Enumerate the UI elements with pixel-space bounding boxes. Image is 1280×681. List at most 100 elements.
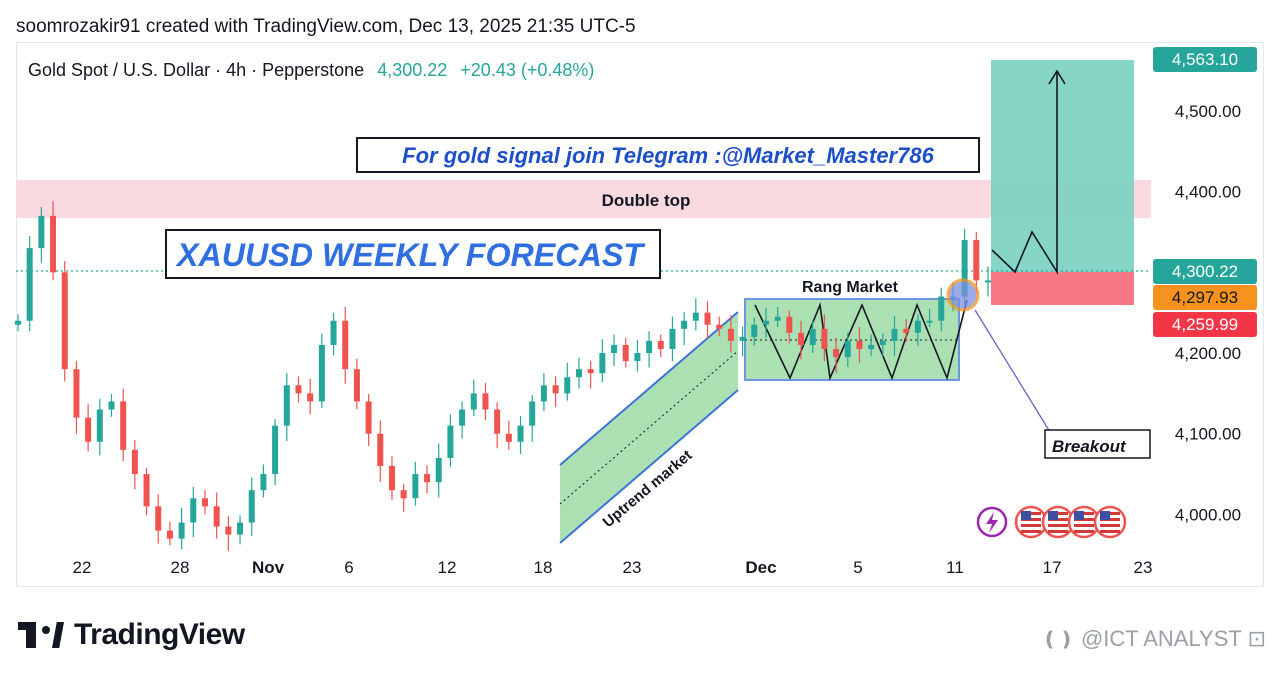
chart-frame	[16, 42, 1264, 587]
candle-body	[143, 474, 150, 507]
candle-body	[330, 320, 337, 345]
candle-body	[646, 340, 653, 354]
candle-body	[575, 369, 582, 378]
flag-canton	[1048, 511, 1058, 520]
candle-body	[774, 316, 781, 321]
watermark-icon: ❪❫	[1041, 629, 1075, 651]
candle-body	[517, 425, 524, 442]
candle-body	[283, 385, 290, 426]
candles-layer	[15, 201, 991, 551]
candle-body	[412, 474, 419, 499]
candle-body	[552, 385, 559, 394]
flag-stripe	[1100, 530, 1120, 533]
tradingview-logo: TradingView	[18, 615, 245, 655]
flag-stripe	[1048, 530, 1068, 533]
x-tick-label: 6	[344, 558, 353, 577]
candle-body	[166, 530, 173, 539]
symbol-name: Gold Spot / U.S. Dollar · 4h · Peppersto…	[28, 60, 365, 80]
candle-body	[400, 490, 407, 499]
price-change: +20.43 (+0.48%)	[460, 60, 595, 80]
candle-body	[669, 328, 676, 349]
breakout-label-box	[1044, 429, 1151, 459]
candle-body	[190, 498, 197, 523]
uptrend-channel-bottom	[559, 389, 739, 544]
candle-body	[85, 417, 92, 442]
range-zigzag	[754, 299, 968, 381]
candle-body	[295, 385, 302, 394]
candle-body	[178, 522, 185, 539]
candle-body	[120, 401, 127, 450]
candle-body	[798, 332, 805, 345]
candle-body	[704, 312, 711, 325]
candle-body	[716, 324, 723, 329]
price-tag: 4,563.10	[1153, 47, 1257, 72]
candle-body	[73, 369, 80, 418]
candle-body	[681, 320, 688, 329]
y-tick-label: 4,000.00	[1175, 505, 1241, 524]
candle-body	[96, 409, 103, 442]
symbol-line: Gold Spot / U.S. Dollar · 4h · Peppersto…	[28, 60, 594, 81]
candle-body	[155, 506, 162, 531]
x-tick-label: 28	[171, 558, 190, 577]
candle-body	[903, 328, 910, 333]
candle-body	[482, 393, 489, 410]
price-tag-label: 4,297.93	[1172, 288, 1238, 307]
flag-stripe	[1074, 530, 1094, 533]
x-tick-label: 11	[946, 558, 964, 577]
chart-credit: soomrozakir91 created with TradingView.c…	[16, 16, 636, 37]
candle-body	[365, 401, 372, 434]
candle-body	[38, 215, 45, 249]
price-tags: 4,563.10 4,300.22 4,297.93 4,259.99	[1153, 47, 1257, 337]
candle-body	[751, 324, 758, 337]
flag-stripe	[1021, 530, 1041, 533]
candle-body	[307, 393, 314, 402]
x-tick-label: 23	[623, 558, 642, 577]
candle-body	[809, 328, 816, 345]
telegram-banner-text: For gold signal join Telegram :@Market_M…	[402, 143, 934, 168]
candle-body	[727, 328, 734, 341]
candle-body	[61, 272, 68, 370]
candle-body	[821, 328, 828, 349]
candle-body	[529, 401, 536, 426]
candle-body	[856, 340, 863, 349]
event-icons[interactable]	[976, 505, 1127, 539]
candle-body	[564, 377, 571, 394]
candle-body	[459, 409, 466, 426]
candle-body	[388, 466, 395, 491]
x-tick-label: 22	[73, 558, 92, 577]
projection-arrowhead	[1048, 69, 1066, 85]
candle-body	[657, 340, 664, 349]
y-tick-label: 4,400.00	[1175, 183, 1241, 202]
candle-body	[131, 449, 138, 475]
stop-zone	[991, 272, 1134, 305]
candle-body	[50, 215, 57, 273]
flag-canton	[1074, 511, 1084, 520]
range-label: Rang Market	[802, 279, 899, 296]
breakout-marker[interactable]	[946, 278, 980, 312]
tradingview-mark-icon	[18, 622, 64, 648]
candle-body	[879, 340, 886, 345]
candle-body	[470, 393, 477, 410]
candle-body	[891, 328, 898, 341]
candle-body	[272, 425, 279, 475]
x-tick-label: Dec	[745, 558, 776, 577]
price-tag-bg	[1153, 259, 1257, 284]
candle-body	[868, 344, 875, 349]
watermark-end-icon: ⊡	[1247, 626, 1266, 651]
candle-body	[505, 433, 512, 442]
watermark: ❪❫ @ICT ANALYST ⊡	[1041, 626, 1266, 652]
candle-body	[762, 320, 769, 325]
candle-body	[985, 280, 991, 283]
candle-body	[973, 240, 980, 281]
candle-body	[318, 344, 325, 402]
telegram-banner-box	[356, 137, 980, 173]
flag-icons[interactable]	[1014, 505, 1127, 539]
candle-body	[540, 385, 547, 402]
x-tick-label: Nov	[252, 558, 285, 577]
forecast-title: XAUUSD WEEKLY FORECAST	[175, 237, 645, 273]
breakout-pointer	[974, 309, 1051, 433]
candle-body	[611, 344, 618, 354]
tradingview-brand: TradingView	[74, 618, 245, 651]
price-tag: 4,259.99	[1153, 312, 1257, 337]
